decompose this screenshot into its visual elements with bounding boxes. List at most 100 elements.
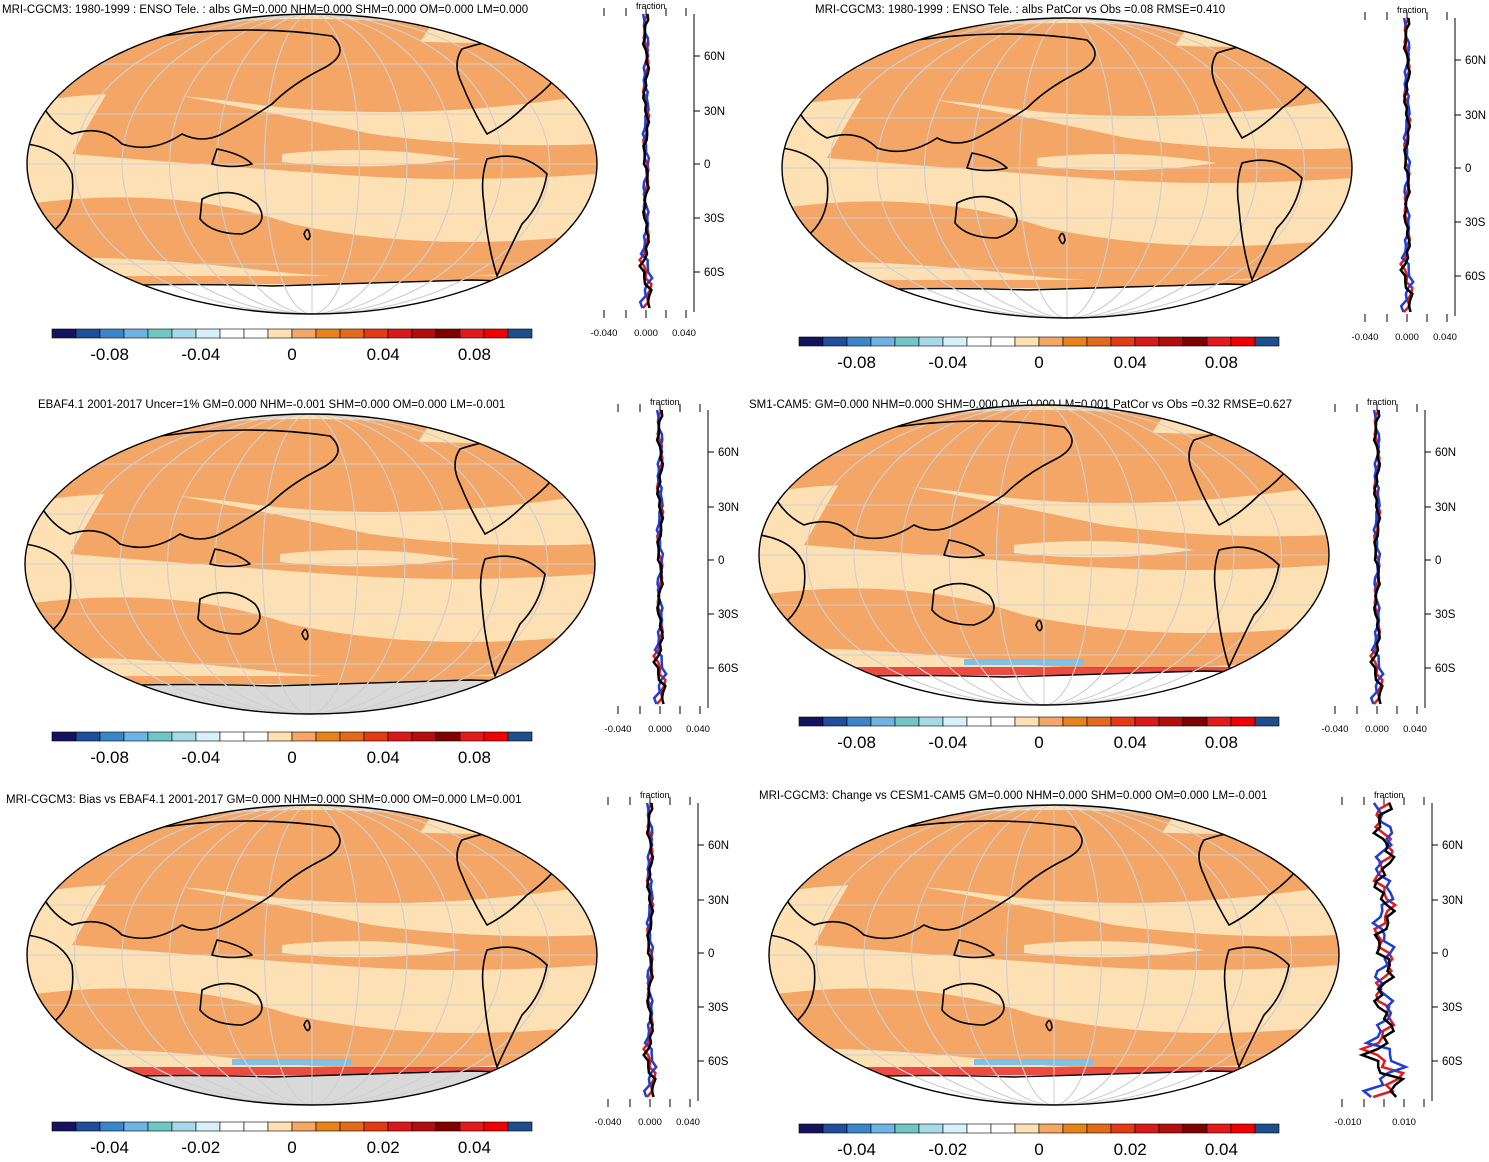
colorbar-swatch	[244, 1122, 268, 1131]
profile-line	[1371, 410, 1383, 704]
colorbar-swatch	[1063, 1124, 1087, 1133]
panel-3: EBAF4.1 2001-2017 Uncer=1% GM=0.000 NHM=…	[0, 392, 740, 772]
fraction-label: fraction	[650, 397, 680, 407]
panel-5-svg: MRI-CGCM3: Bias vs EBAF4.1 2001-2017 GM=…	[0, 785, 740, 1157]
arctic-blue	[814, 810, 894, 816]
colorbar-swatch	[871, 717, 895, 726]
profile-tick-label: -0.040	[605, 724, 632, 735]
colorbar-swatch	[508, 732, 532, 741]
colorbar-swatch	[1183, 717, 1207, 726]
colorbar-swatch	[847, 717, 871, 726]
colorbar-swatch	[847, 337, 871, 346]
colorbar-swatch	[1135, 337, 1159, 346]
profile-tick-label: -0.040	[1352, 332, 1379, 343]
lat-label: 0	[1465, 163, 1471, 175]
colorbar-label: 0	[1034, 353, 1043, 372]
colorbar-label: -0.02	[928, 1140, 967, 1157]
profile-tick-label: 0.000	[638, 1117, 662, 1128]
colorbar-swatch	[76, 732, 100, 741]
colorbar-swatch	[100, 732, 124, 741]
colorbar-label: 0.04	[1114, 733, 1147, 752]
lat-label: 30S	[708, 1002, 729, 1014]
profile-tick-label: -0.010	[1335, 1117, 1362, 1128]
colorbar-label: -0.04	[181, 748, 220, 767]
profile-tick-label: 0.040	[672, 328, 696, 339]
colorbar-swatch	[172, 1122, 196, 1131]
colorbar-swatch	[100, 1122, 124, 1131]
colorbar-swatch	[847, 1124, 871, 1133]
colorbar-swatch	[1039, 337, 1063, 346]
fraction-label: fraction	[1397, 5, 1427, 15]
colorbar-swatch	[124, 732, 148, 741]
lat-label: 30N	[704, 106, 725, 118]
colorbar-label: 0	[1034, 733, 1043, 752]
lat-label: 60N	[718, 447, 739, 459]
colorbar-swatch	[1159, 1124, 1183, 1133]
lat-label: 30N	[1465, 110, 1486, 122]
colorbar-swatch	[1183, 1124, 1207, 1133]
map	[782, 18, 1352, 318]
colorbar-label: 0.04	[367, 345, 400, 364]
colorbar-swatch	[1087, 337, 1111, 346]
colorbar-swatch	[895, 1124, 919, 1133]
colorbar-swatch	[1159, 717, 1183, 726]
colorbar-swatch	[436, 1122, 460, 1131]
colorbar-swatch	[292, 732, 316, 741]
colorbar-swatch	[388, 1122, 412, 1131]
colorbar-swatch	[172, 732, 196, 741]
lat-label: 30S	[1435, 609, 1456, 621]
colorbar-swatch	[871, 337, 895, 346]
colorbar-swatch	[316, 732, 340, 741]
colorbar-swatch	[148, 1122, 172, 1131]
lat-label: 60S	[1465, 271, 1486, 283]
colorbar-swatch	[1207, 337, 1231, 346]
colorbar-swatch	[967, 1124, 991, 1133]
fraction-label: fraction	[636, 1, 666, 11]
colorbar-label: 0.02	[367, 1138, 400, 1157]
southern-ocean-blue	[232, 1059, 352, 1065]
colorbar-swatch	[268, 732, 292, 741]
colorbar-swatch	[1063, 337, 1087, 346]
colorbar-swatch	[991, 337, 1015, 346]
colorbar-swatch	[799, 337, 823, 346]
lat-label: 60S	[1435, 663, 1456, 675]
colorbar-swatch	[919, 717, 943, 726]
colorbar-swatch	[292, 1122, 316, 1131]
lat-label: 0	[704, 159, 710, 171]
colorbar-swatch	[508, 1122, 532, 1131]
colorbar-label: 0.08	[458, 345, 491, 364]
lat-label: 60S	[704, 267, 725, 279]
lat-label: 60S	[708, 1056, 729, 1068]
colorbar-swatch	[76, 329, 100, 338]
colorbar-swatch	[1231, 337, 1255, 346]
panel-title: EBAF4.1 2001-2017 Uncer=1% GM=0.000 NHM=…	[38, 399, 505, 411]
colorbar-swatch	[1159, 337, 1183, 346]
colorbar-swatch	[196, 1122, 220, 1131]
fraction-label: fraction	[1367, 397, 1397, 407]
colorbar-label: -0.08	[837, 733, 876, 752]
lat-label: 0	[1442, 948, 1448, 960]
profile-tick-label: 0.040	[686, 724, 710, 735]
colorbar-swatch	[1135, 717, 1159, 726]
colorbar-label: -0.04	[928, 733, 967, 752]
profile-tick-label: 0.000	[1395, 332, 1419, 343]
map-field	[782, 18, 1352, 318]
profile-tick-label: 0.040	[1433, 332, 1457, 343]
map	[27, 14, 597, 314]
colorbar-label: -0.02	[181, 1138, 220, 1157]
profile-line	[1401, 18, 1413, 312]
panel-title: MRI-CGCM3: 1980-1999 : ENSO Tele. : albs…	[815, 4, 1225, 16]
colorbar-swatch	[76, 1122, 100, 1131]
colorbar-swatch	[1063, 717, 1087, 726]
lat-label: 60N	[1435, 447, 1456, 459]
colorbar-swatch	[220, 732, 244, 741]
profile-tick-label: -0.040	[1322, 724, 1349, 735]
colorbar-swatch	[1207, 1124, 1231, 1133]
panel-title: MRI-CGCM3: 1980-1999 : ENSO Tele. : albs…	[2, 4, 528, 16]
colorbar-swatch	[52, 329, 76, 338]
